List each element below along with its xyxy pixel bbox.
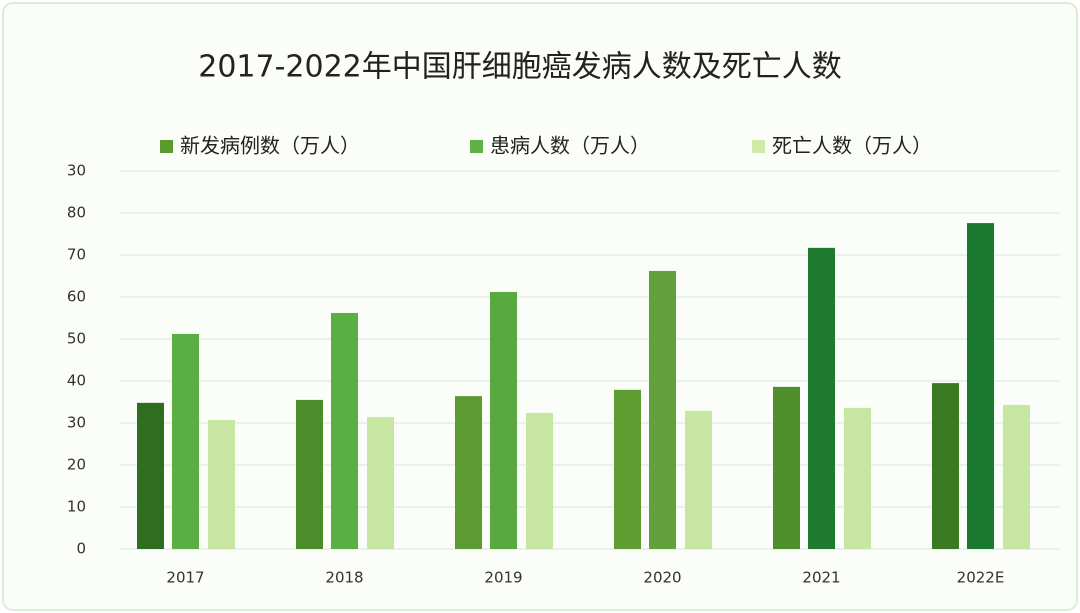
bar	[526, 412, 553, 549]
x-tick-label: 2022E	[957, 569, 1005, 587]
bar	[367, 417, 394, 549]
y-tick-label: 20	[67, 456, 86, 474]
bar	[685, 410, 712, 549]
legend-label: 新发病例数（万人）	[180, 134, 360, 158]
chart-title: 2017-2022年中国肝细胞癌发病人数及死亡人数	[198, 50, 842, 85]
y-tick-label: 30	[67, 162, 86, 180]
bar	[296, 399, 323, 549]
bar	[137, 402, 164, 549]
bar	[490, 291, 517, 549]
x-tick-label: 2021	[802, 569, 840, 587]
y-tick-label: 10	[67, 498, 86, 516]
y-tick-label: 70	[67, 246, 86, 264]
bar	[614, 389, 641, 549]
bar	[844, 407, 871, 549]
bar	[967, 223, 994, 549]
legend-swatch	[160, 140, 173, 153]
bar	[455, 396, 482, 549]
x-tick-label: 2018	[325, 569, 363, 587]
x-tick-label: 2017	[166, 569, 204, 587]
bar	[331, 312, 358, 549]
bar	[208, 420, 235, 549]
y-tick-label: 0	[76, 540, 86, 558]
legend-label: 死亡人数（万人）	[772, 134, 932, 158]
bar	[808, 247, 835, 550]
bar	[649, 270, 676, 549]
legend-label: 患病人数（万人）	[490, 134, 650, 158]
x-tick-label: 2020	[643, 569, 681, 587]
bar	[172, 333, 199, 549]
legend-swatch	[470, 140, 483, 153]
legend-swatch	[752, 140, 765, 153]
bar	[1003, 404, 1030, 549]
y-tick-label: 40	[67, 372, 86, 390]
y-tick-label: 30	[67, 414, 86, 432]
bar	[932, 383, 959, 549]
bar	[773, 386, 800, 549]
y-tick-label: 60	[67, 288, 86, 306]
y-tick-label: 80	[67, 204, 86, 222]
x-tick-label: 2019	[484, 569, 522, 587]
y-tick-label: 50	[67, 330, 86, 348]
